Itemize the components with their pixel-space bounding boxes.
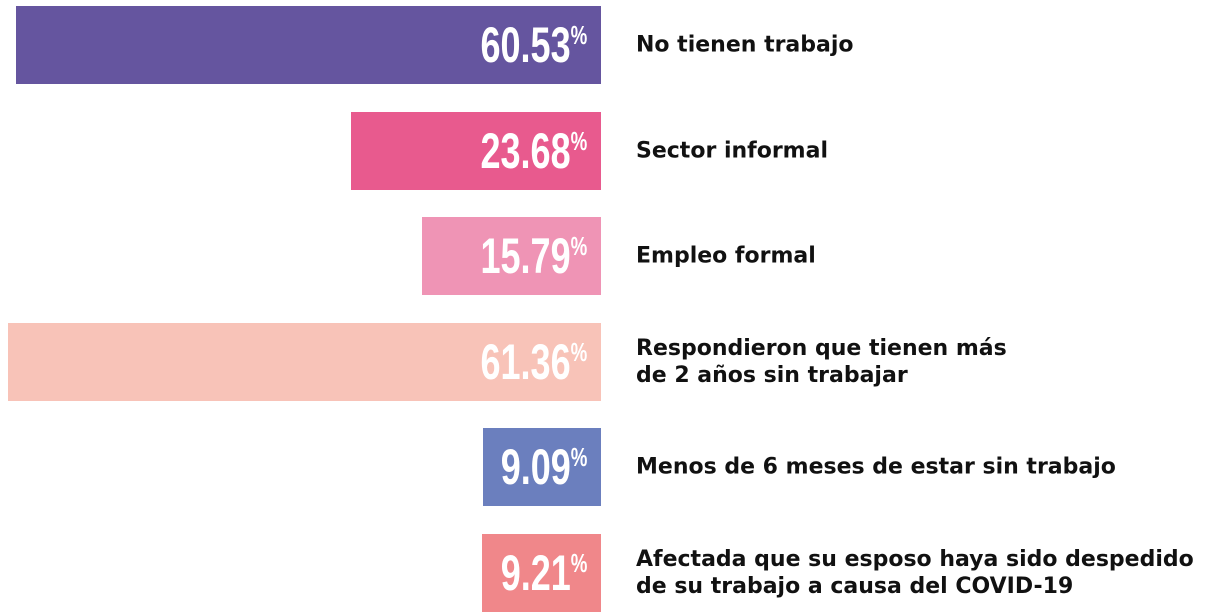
bar: 61.36%: [8, 322, 601, 401]
category-label: Respondieron que tienen más de 2 años si…: [636, 335, 1007, 388]
category-label: Afectada que su esposo haya sido despedi…: [636, 547, 1194, 599]
value-label: 9.21%: [500, 545, 587, 601]
category-label: Menos de 6 meses de estar sin trabajo: [636, 454, 1116, 480]
category-label: No tienen trabajo: [636, 32, 854, 58]
bar: 60.53%: [15, 6, 601, 84]
bar: 9.09%: [483, 428, 601, 507]
value-label: 61.36%: [480, 333, 587, 390]
bar: 23.68%: [350, 111, 601, 190]
bar: 9.21%: [482, 534, 601, 612]
value-label: 60.53%: [480, 17, 587, 73]
bar: 15.79%: [422, 217, 601, 296]
category-label: Sector informal: [636, 138, 828, 164]
value-label: 15.79%: [480, 228, 587, 285]
category-label: Empleo formal: [636, 243, 816, 269]
value-label: 23.68%: [480, 122, 587, 179]
value-label: 9.09%: [500, 439, 587, 496]
